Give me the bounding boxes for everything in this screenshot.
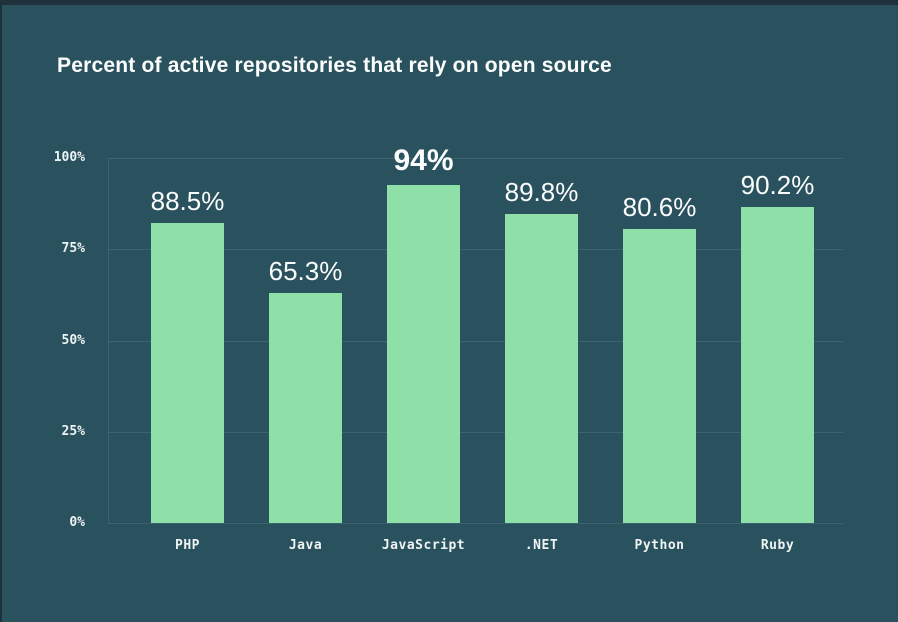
x-label-python: Python [634,538,685,553]
gridline-75 [108,249,843,251]
y-tick-0: 0% [69,515,85,530]
y-tick-100: 100% [53,150,85,165]
y-tick-25: 25% [61,423,85,439]
y-tick-75: 75% [61,241,85,257]
bar-javascript [387,185,460,523]
bar-java [269,293,342,523]
y-tick-50: 50% [61,332,85,348]
bar-net [505,214,578,523]
value-label-python: 80.6% [622,192,697,222]
bar-python [623,229,696,523]
gridline-0 [108,523,843,524]
x-label-javascript: JavaScript [381,538,466,553]
value-label-ruby: 90.2% [740,170,815,200]
x-label-ruby: Ruby [760,538,795,553]
gridline-25 [108,431,843,433]
gridline-100 [108,158,843,159]
chart-title: Percent of active repositories that rely… [57,54,612,77]
window-top-edge [0,0,898,5]
plot-area: 88.5% 65.3% 94% 89.8% 80.6% 90.2% [108,146,843,524]
gridline-50 [108,340,843,342]
value-label-javascript: 94% [393,144,454,177]
x-label-java: Java [288,538,323,553]
x-label-php: PHP [175,538,200,553]
value-label-java: 65.3% [268,256,343,286]
value-label-php: 88.5% [150,186,225,216]
bar-ruby [741,207,814,523]
window-left-edge [0,0,2,622]
x-label-net: .NET [524,538,559,553]
bar-php [151,223,224,523]
y-axis-line [108,158,109,523]
value-label-net: 89.8% [504,177,579,207]
